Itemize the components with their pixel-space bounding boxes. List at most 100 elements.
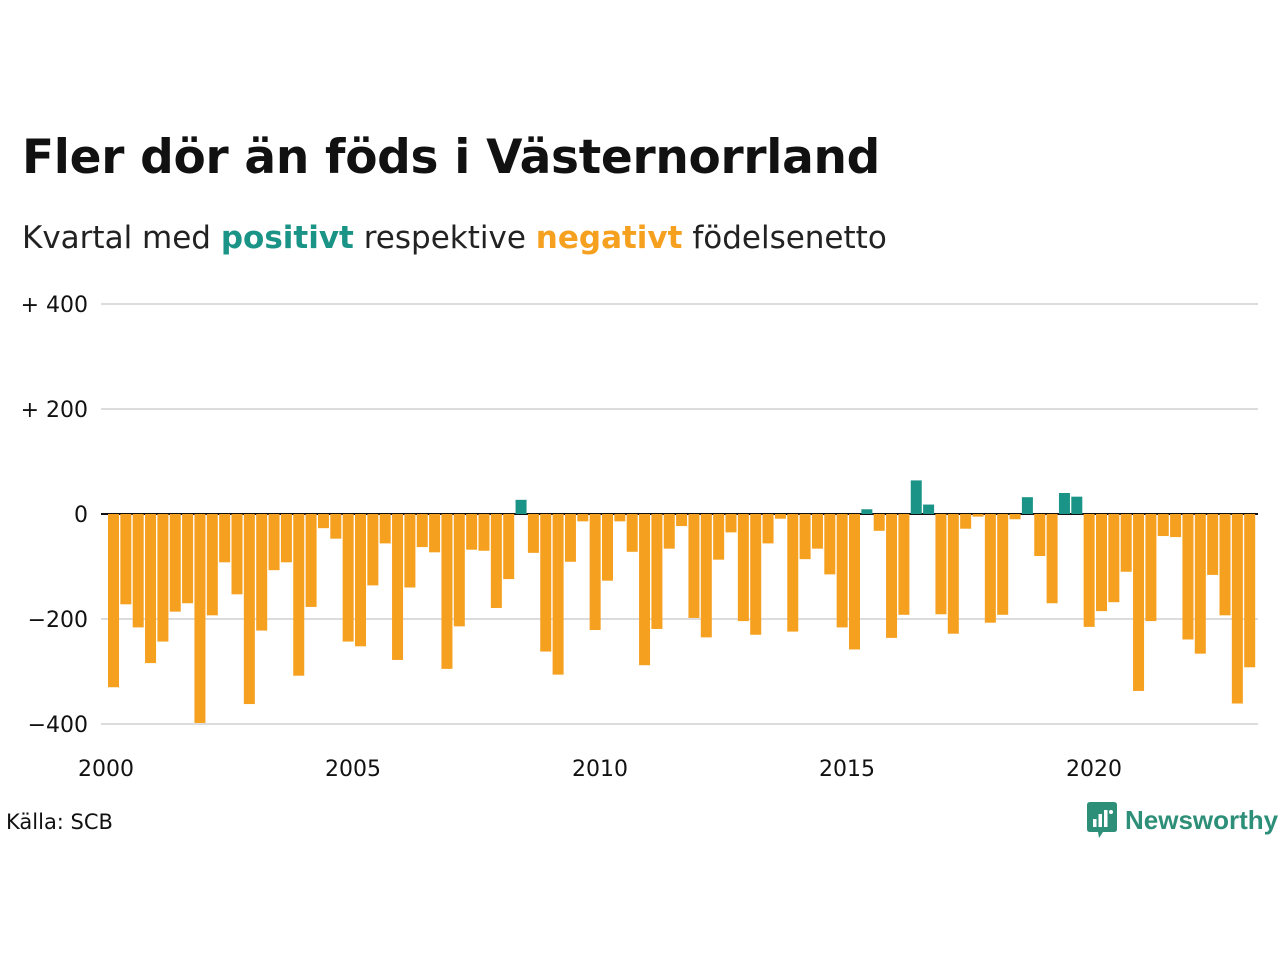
bar-negative — [169, 514, 181, 612]
y-tick-label: + 200 — [21, 398, 88, 423]
bar-negative — [552, 514, 564, 675]
x-tick-label: 2010 — [572, 757, 628, 782]
bar-negative — [836, 514, 848, 628]
bar-negative — [441, 514, 453, 669]
bar-negative — [145, 514, 157, 664]
bar-negative — [725, 514, 737, 533]
bar-negative — [688, 514, 700, 618]
bar-negative — [1133, 514, 1145, 691]
y-tick-label: + 400 — [21, 293, 88, 318]
bar-negative — [1219, 514, 1231, 616]
bar-negative — [1120, 514, 1132, 572]
subtitle-middle: respektive — [353, 220, 536, 256]
bar-negative — [972, 514, 984, 517]
bar-negative — [540, 514, 552, 652]
bar-negative — [713, 514, 725, 560]
brand-logo: Newsworthy — [1087, 802, 1278, 838]
bar-negative — [663, 514, 675, 549]
bar-negative — [392, 514, 404, 660]
bar-positive — [910, 480, 922, 514]
x-tick-label: 2015 — [819, 757, 875, 782]
bar-negative — [490, 514, 502, 608]
bar-negative — [639, 514, 651, 666]
bar-negative — [317, 514, 329, 529]
x-axis-labels: 2000 2005 2010 2015 2020 — [78, 757, 1122, 782]
source-note: Källa: SCB — [6, 810, 113, 834]
chart-subtitle: Kvartal med positivt respektive negativt… — [22, 220, 887, 256]
bar-negative — [1083, 514, 1095, 627]
bar-negative — [268, 514, 280, 571]
bar-negative — [416, 514, 428, 548]
bar-positive — [923, 504, 935, 514]
bar-positive — [1021, 497, 1033, 514]
brand-name: Newsworthy — [1125, 804, 1279, 835]
bar-negative — [429, 514, 441, 553]
bar-negative — [256, 514, 268, 631]
bar-negative — [404, 514, 416, 588]
bar-negative — [960, 514, 972, 529]
bar-positive — [1071, 496, 1083, 514]
bar-negative — [1170, 514, 1182, 538]
bar-negative — [1194, 514, 1206, 654]
bar-negative — [243, 514, 255, 705]
bar-negative — [873, 514, 885, 531]
bar-negative — [1182, 514, 1194, 640]
bar-negative — [997, 514, 1009, 615]
bar-negative — [231, 514, 243, 595]
bar-negative — [774, 514, 786, 519]
newsworthy-logo-icon — [1087, 802, 1117, 838]
bar-negative — [787, 514, 799, 632]
bar-negative — [305, 514, 317, 607]
bar-negative — [700, 514, 712, 638]
bar-positive — [515, 499, 527, 514]
x-tick-label: 2020 — [1066, 757, 1122, 782]
y-tick-label: 0 — [74, 503, 88, 528]
bar-negative — [947, 514, 959, 634]
bar-negative — [1034, 514, 1046, 556]
bar-negative — [132, 514, 144, 628]
subtitle-positive-label: positivt — [220, 220, 354, 256]
bar-negative — [614, 514, 626, 522]
bar-negative — [799, 514, 811, 560]
bar-negative — [120, 514, 132, 605]
bar-negative — [737, 514, 749, 622]
chart-title: Fler dör än föds i Västernorrland — [22, 130, 880, 185]
bar-negative — [466, 514, 478, 550]
subtitle-negative-label: negativt — [535, 220, 683, 256]
bar-negative — [651, 514, 663, 629]
bar-negative — [527, 514, 539, 553]
subtitle-prefix: Kvartal med — [22, 220, 221, 256]
bar-negative — [206, 514, 218, 616]
bar-negative — [1145, 514, 1157, 622]
x-tick-label: 2000 — [78, 757, 134, 782]
bar-negative — [1108, 514, 1120, 603]
bar-negative — [478, 514, 490, 551]
bar-negative — [379, 514, 391, 544]
bar-positive — [861, 509, 873, 514]
bar-negative — [219, 514, 231, 563]
bar-negative — [280, 514, 292, 563]
bar-negative — [194, 514, 206, 723]
bar-negative — [762, 514, 774, 544]
bar-negative — [750, 514, 762, 635]
bar-negative — [342, 514, 354, 642]
bar-negative — [330, 514, 342, 539]
bar-negative — [849, 514, 860, 650]
y-tick-label: −400 — [28, 713, 88, 738]
bar-negative — [676, 514, 688, 527]
subtitle-suffix: födelsenetto — [682, 220, 887, 256]
bar-negative — [503, 514, 515, 580]
bar-negative — [811, 514, 823, 549]
bar-negative — [935, 514, 947, 615]
bar-negative — [1046, 514, 1058, 604]
bar-negative — [626, 514, 638, 552]
x-tick-label: 2005 — [325, 757, 381, 782]
bar-negative — [984, 514, 996, 623]
y-axis-labels: −400 −200 0 + 200 + 400 — [21, 293, 88, 738]
bar-negative — [589, 514, 601, 631]
bar-negative — [577, 514, 589, 522]
bar-negative — [293, 514, 305, 676]
bar-negative — [453, 514, 465, 627]
bar-negative — [157, 514, 169, 642]
